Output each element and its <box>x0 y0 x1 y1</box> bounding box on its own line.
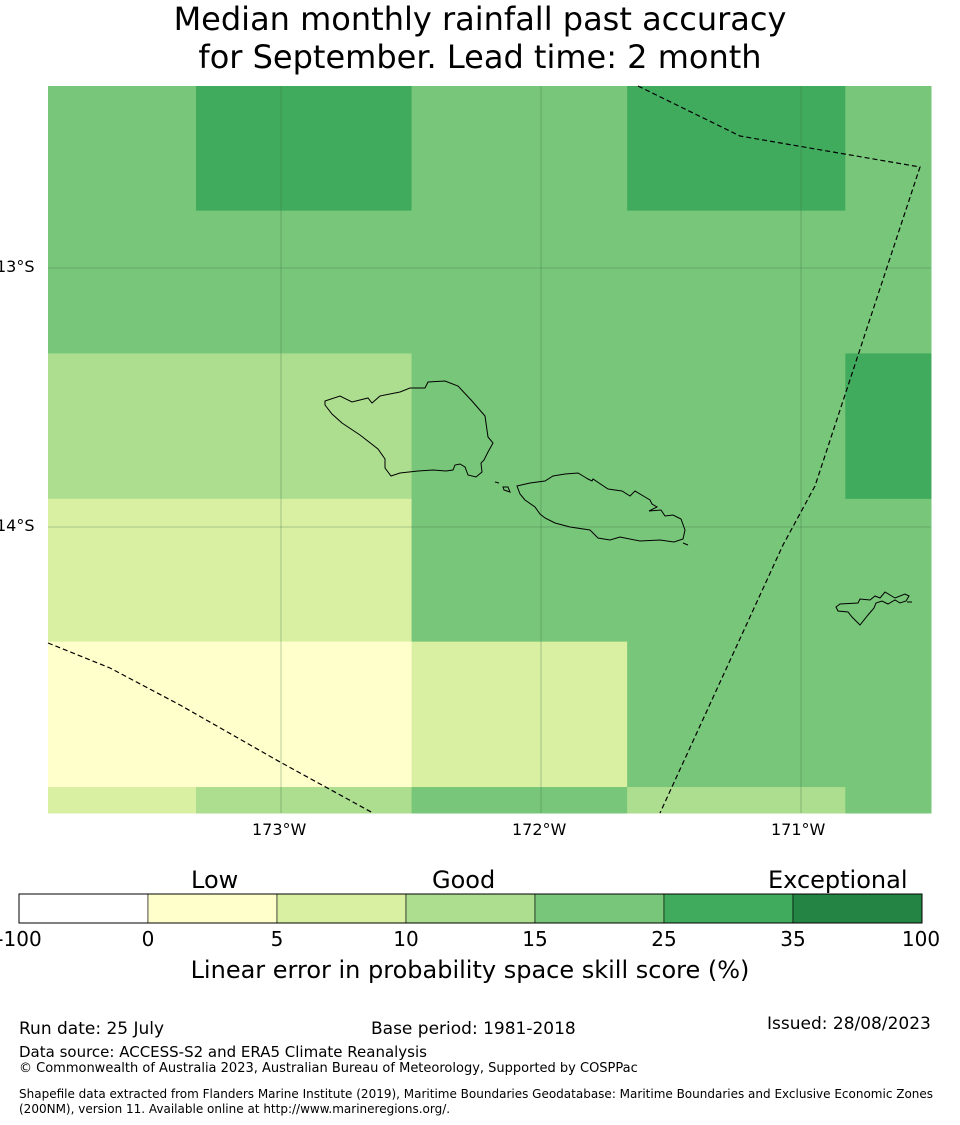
skill-cell <box>627 641 846 788</box>
run-date: Run date: 25 July <box>19 1019 165 1039</box>
skill-cell <box>48 86 197 212</box>
skill-cell <box>196 210 413 354</box>
colorbar-tick: 10 <box>393 927 419 951</box>
skill-cell <box>627 210 846 354</box>
skill-cell <box>845 498 932 643</box>
skill-cell <box>845 210 932 354</box>
colorbar-segment <box>147 893 278 924</box>
colorbar-frame <box>18 893 923 924</box>
islet-east <box>682 542 689 546</box>
category-good: Good <box>432 866 496 894</box>
island-savaii <box>324 380 494 478</box>
base-period: Base period: 1981-2018 <box>371 1019 576 1039</box>
skill-cell <box>196 787 413 814</box>
category-low: Low <box>191 866 239 894</box>
colorbar-segment <box>276 893 407 924</box>
maritime-boundaries <box>47 85 921 814</box>
skill-cell <box>48 498 197 643</box>
skill-cell <box>48 787 197 814</box>
skill-cell <box>411 86 628 212</box>
lon-label-171w: 171°W <box>771 820 826 839</box>
colorbar-segment <box>405 893 536 924</box>
skill-cell <box>411 641 628 788</box>
colorbar-tick: 25 <box>651 927 677 951</box>
title-line-1: Median monthly rainfall past accuracy <box>173 0 787 38</box>
category-exceptional: Exceptional <box>768 866 908 894</box>
skill-cell <box>48 641 197 788</box>
shapefile-credit-line-1: Shapefile data extracted from Flanders M… <box>19 1087 934 1101</box>
colorbar-tick: -100 <box>0 927 42 951</box>
skill-cell <box>196 86 413 212</box>
skill-cell <box>48 210 197 354</box>
data-source: Data source: ACCESS-S2 and ERA5 Climate … <box>19 1043 427 1061</box>
skill-cell <box>196 353 413 500</box>
skill-grid <box>48 86 932 814</box>
eez-boundary-east <box>637 85 921 814</box>
colorbar-segment <box>18 893 149 924</box>
islet-apolima <box>494 481 500 484</box>
graticule <box>48 86 931 813</box>
colorbar-tick: 0 <box>141 927 155 951</box>
lon-label-172w: 172°W <box>512 820 567 839</box>
skill-cell <box>48 353 197 500</box>
island-tutuila <box>835 591 910 626</box>
island-upolu <box>516 472 686 543</box>
lon-label-173w: 173°W <box>252 820 307 839</box>
skill-cell <box>411 353 628 500</box>
skill-cell <box>627 498 846 643</box>
skill-cell <box>196 641 413 788</box>
lat-label-14s: 14°S <box>0 516 35 535</box>
skill-cell <box>845 641 932 788</box>
skill-cell <box>845 353 932 500</box>
map-title: Median monthly rainfall past accuracy fo… <box>0 0 960 76</box>
shapefile-credit-line-2: (200NM), version 11. Available online at… <box>19 1102 451 1116</box>
eez-boundary-southwest <box>47 642 374 814</box>
colorbar-segment <box>663 893 794 924</box>
lat-label-13s: 13°S <box>0 257 35 276</box>
colorbar-tick: 100 <box>901 927 941 951</box>
skill-cell <box>627 787 846 814</box>
colorbar-tick: 5 <box>270 927 284 951</box>
title-line-2: for September. Lead time: 2 month <box>198 38 762 76</box>
colorbar-tick: 15 <box>522 927 548 951</box>
issued-date: Issued: 28/08/2023 <box>767 1014 931 1034</box>
skill-cell <box>411 210 628 354</box>
skill-cell <box>627 86 846 212</box>
skill-cell <box>196 498 413 643</box>
coastlines <box>324 380 912 626</box>
skill-cell <box>411 498 628 643</box>
skill-cell <box>845 787 932 814</box>
skill-cell <box>845 86 932 212</box>
colorbar-segment <box>534 893 665 924</box>
islet-manono <box>502 486 511 493</box>
skill-cell <box>411 787 628 814</box>
colorbar-title: Linear error in probability space skill … <box>190 956 750 984</box>
colorbar <box>18 893 923 924</box>
copyright: © Commonwealth of Australia 2023, Austra… <box>19 1061 638 1076</box>
skill-cell <box>627 353 846 500</box>
colorbar-tick: 35 <box>780 927 806 951</box>
colorbar-segment <box>792 893 923 924</box>
